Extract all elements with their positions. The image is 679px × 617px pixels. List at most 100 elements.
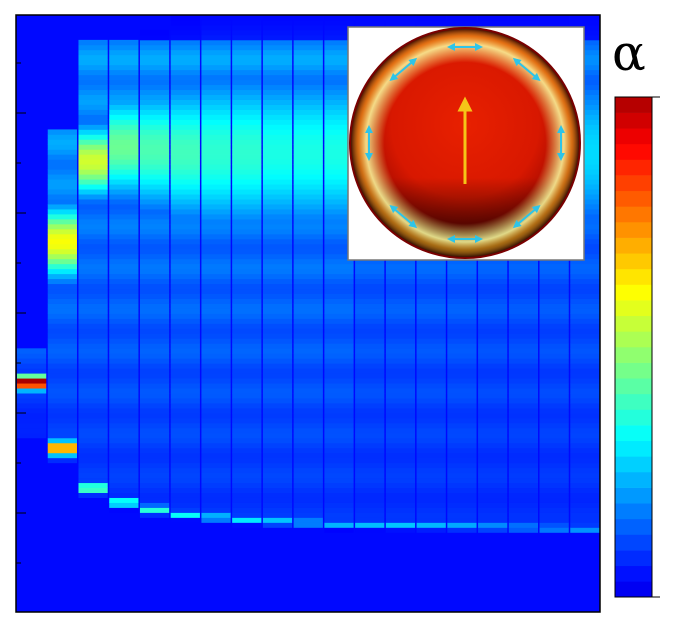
heatmap-cell (324, 79, 354, 86)
heatmap-cell (47, 298, 77, 304)
heatmap-cell (416, 388, 446, 394)
heatmap-cell (232, 34, 262, 41)
heatmap-cell (170, 49, 200, 56)
heatmap-cell (478, 293, 508, 299)
heatmap-cell (170, 283, 200, 290)
heatmap-cell (570, 184, 600, 190)
heatmap-cell (355, 497, 385, 503)
heatmap-cell (570, 318, 600, 324)
heatmap-cell (293, 29, 323, 36)
heatmap-cell (201, 99, 231, 105)
colorbar-steps (615, 97, 652, 598)
heatmap-cell (293, 214, 323, 220)
heatmap-cell (109, 408, 139, 414)
heatmap-cell (324, 59, 354, 66)
heatmap-cell (355, 268, 385, 275)
heatmap-cell (47, 179, 77, 185)
heatmap-cell (170, 313, 200, 319)
heatmap-cell (17, 413, 47, 419)
heatmap-cell (109, 179, 139, 185)
heatmap-cell (508, 512, 539, 518)
heatmap-cell (508, 338, 539, 344)
heatmap-cell (570, 109, 600, 115)
heatmap-cell (139, 124, 170, 130)
heatmap-cell (232, 15, 262, 21)
heatmap-cell (170, 348, 200, 354)
heatmap-cell (570, 69, 600, 76)
heatmap-cell (324, 248, 354, 255)
heatmap-cell (109, 417, 139, 424)
heatmap-cell (47, 338, 77, 344)
heatmap-cell (170, 442, 200, 449)
heatmap-cell (78, 452, 108, 459)
heatmap-cell (201, 104, 231, 110)
heatmap-cell (232, 308, 262, 314)
heatmap-cell (385, 288, 416, 294)
heatmap-cell (447, 467, 477, 474)
heatmap-cell (170, 353, 200, 359)
heatmap-cell (385, 343, 416, 349)
colorbar-step (615, 393, 652, 410)
heatmap-cell (324, 427, 354, 434)
heatmap-cell (109, 388, 139, 394)
heatmap-cell (47, 144, 77, 150)
heatmap-cell (78, 268, 108, 275)
heatmap-cell (109, 413, 139, 419)
heatmap-cell (478, 263, 508, 270)
heatmap-cell (139, 348, 170, 354)
heatmap-cell (416, 328, 446, 334)
heatmap-cell (539, 338, 569, 344)
heatmap-cell (170, 408, 200, 414)
heatmap-cell (170, 169, 200, 175)
heatmap-cell (78, 144, 108, 150)
heatmap-cell (139, 214, 170, 220)
heatmap-cell (539, 497, 569, 503)
heatmap-cell (355, 328, 385, 334)
heatmap-cell (570, 159, 600, 165)
heatmap-cell (447, 507, 477, 513)
heatmap-cell (416, 517, 446, 523)
heatmap-cell (170, 293, 200, 299)
heatmap-cell (109, 467, 139, 474)
cyan-double-arrow-icon (557, 125, 565, 161)
heatmap-cell (170, 124, 200, 130)
heatmap-cell (262, 358, 293, 364)
heatmap-cell (355, 507, 385, 513)
heatmap-cell (570, 378, 600, 384)
heatmap-cell (508, 293, 539, 299)
heatmap-cell (47, 363, 77, 369)
heatmap-cell (232, 393, 262, 399)
heatmap-cell (201, 348, 231, 354)
colorbar-step (615, 143, 652, 160)
heatmap-cell (201, 209, 231, 215)
heatmap-cell (78, 49, 108, 56)
heatmap-cell (232, 84, 262, 91)
heatmap-cell (355, 413, 385, 419)
heatmap-cell (201, 79, 231, 86)
heatmap-cell (416, 333, 446, 339)
heatmap-cell (201, 413, 231, 419)
heatmap-cell (262, 288, 293, 294)
heatmap-cell (78, 318, 108, 324)
heatmap-cell (262, 44, 293, 51)
heatmap-cell (447, 522, 477, 528)
heatmap-cell (478, 303, 508, 309)
heatmap-cell (232, 417, 262, 424)
heatmap-cell (508, 343, 539, 349)
heatmap-cell (47, 447, 77, 454)
heatmap-cell (78, 104, 108, 110)
heatmap-cell (262, 218, 293, 225)
heatmap-cell (324, 383, 354, 389)
heatmap-cell (324, 512, 354, 518)
heatmap-cell (293, 512, 323, 518)
heatmap-cell (324, 39, 354, 46)
heatmap-cell (262, 338, 293, 344)
heatmap-cell (170, 373, 200, 379)
heatmap-cell (324, 243, 354, 250)
heatmap-cell (139, 223, 170, 230)
heatmap-cell (478, 472, 508, 479)
heatmap-cell (324, 44, 354, 51)
heatmap-cell (139, 29, 170, 36)
heatmap-cell (324, 482, 354, 489)
heatmap-cell (539, 383, 569, 389)
